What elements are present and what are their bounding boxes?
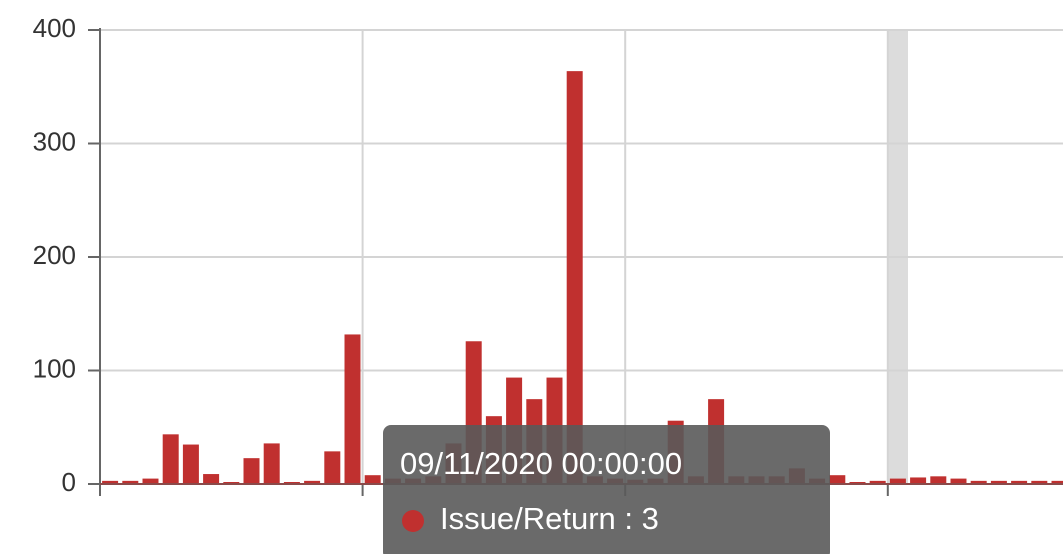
bar [1011,480,1028,484]
bar [162,434,179,484]
bar [122,480,139,484]
y-tick-label: 200 [33,240,76,270]
bar [142,478,159,484]
bar [990,480,1007,484]
tooltip-label: Issue/Return : 3 [440,501,659,536]
bar [364,475,381,484]
bar [344,334,361,484]
bar [182,444,199,484]
y-tick-label: 400 [33,13,76,43]
bar [1051,480,1063,484]
bar [566,71,583,484]
tooltip-title: 09/11/2020 00:00:00 [400,446,682,481]
bar [1031,480,1048,484]
bar [102,480,119,484]
bar [243,458,260,484]
y-tick-label: 100 [33,353,76,383]
bar [930,476,947,484]
bar [950,478,967,484]
tooltip: 09/11/2020 00:00:00 Issue/Return : 3 [383,425,830,554]
bar [263,443,280,484]
bar [889,478,906,484]
bar [324,451,341,484]
bar [970,480,987,484]
tooltip-dot [402,510,424,532]
bar [869,480,886,484]
bar [829,475,846,484]
bar [203,474,220,484]
bar [910,477,927,484]
y-tick-label: 300 [33,126,76,156]
tooltip-box [383,425,830,554]
y-tick-label: 0 [62,467,76,497]
bar [304,480,321,484]
